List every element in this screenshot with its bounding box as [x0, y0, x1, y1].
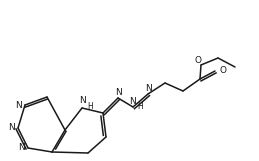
- Text: N: N: [115, 87, 121, 96]
- Text: O: O: [195, 56, 202, 65]
- Text: H: H: [87, 101, 93, 110]
- Text: N: N: [130, 96, 136, 105]
- Text: O: O: [220, 66, 227, 75]
- Text: N: N: [8, 123, 15, 133]
- Text: N: N: [15, 100, 22, 109]
- Text: N: N: [80, 95, 86, 104]
- Text: H: H: [137, 101, 143, 110]
- Text: N: N: [145, 84, 151, 93]
- Text: N: N: [18, 143, 25, 152]
